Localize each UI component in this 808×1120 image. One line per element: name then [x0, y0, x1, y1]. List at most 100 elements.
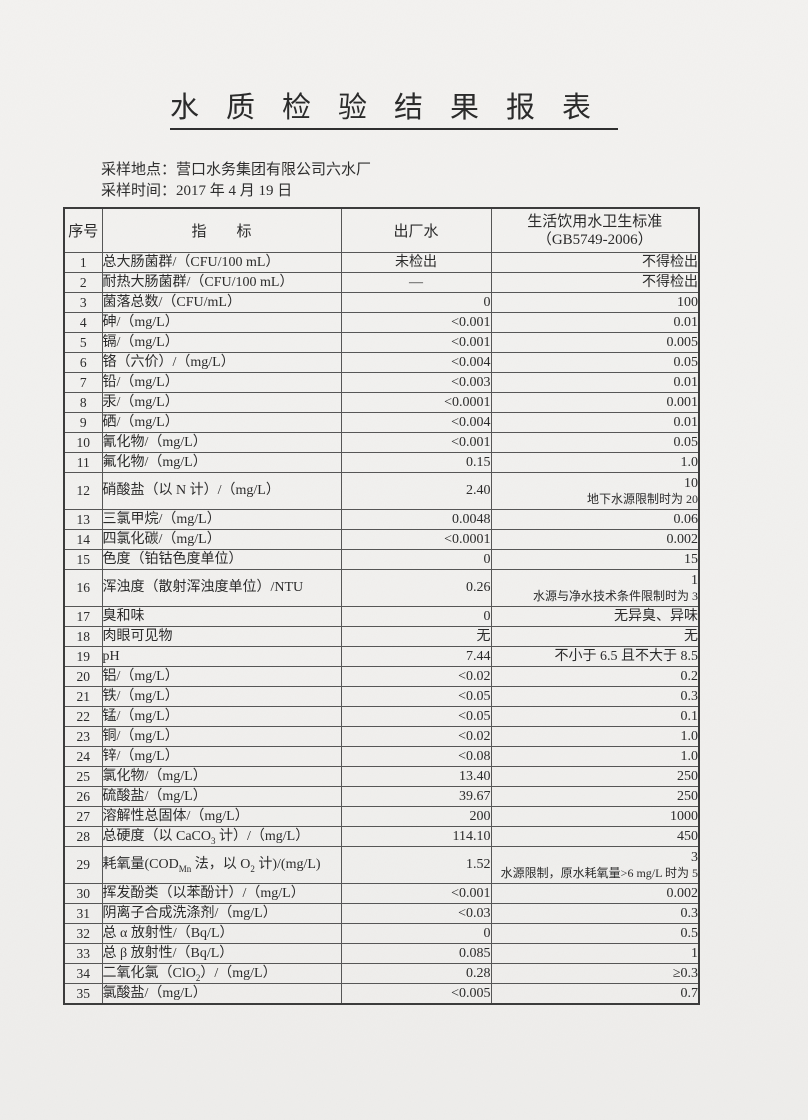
outflow-value-cell: <0.005: [340, 982, 492, 1004]
standard-line1: 10: [684, 475, 698, 491]
standard-cell: 1.0: [490, 745, 700, 767]
row-number-cell: 32: [63, 922, 103, 944]
outflow-value-cell: 0.15: [340, 451, 492, 473]
standard-cell: 0.3: [490, 685, 700, 707]
standard-cell: 0.2: [490, 665, 700, 687]
outflow-value-cell: 0: [340, 291, 492, 313]
indicator-cell: 总 β 放射性/（Bq/L）: [101, 942, 342, 964]
outflow-value-cell: 200: [340, 805, 492, 827]
standard-cell: 0.05: [490, 351, 700, 373]
row-number-cell: 28: [63, 825, 103, 847]
standard-cell: 0.005: [490, 331, 700, 353]
page-title-text: 水质检验结果报表: [169, 92, 618, 130]
indicator-cell: 臭和味: [101, 605, 342, 627]
results-body: 1 总大肠菌群/（CFU/100 mL） 未检出 不得检出 2 耐热大肠菌群/（…: [63, 251, 700, 1004]
row-number-cell: 2: [63, 271, 103, 293]
row-number-cell: 15: [63, 548, 103, 570]
table-row: 25 氯化物/（mg/L） 13.40 250: [63, 765, 700, 787]
standard-cell: 1000: [490, 805, 700, 827]
table-row: 5 镉/（mg/L） <0.001 0.005: [63, 331, 700, 353]
table-row: 26 硫酸盐/（mg/L） 39.67 250: [63, 785, 700, 807]
table-row: 12 硝酸盐（以 N 计）/（mg/L） 2.40 10 地下水源限制时为 20: [63, 471, 700, 510]
outflow-value-cell: <0.003: [340, 371, 492, 393]
indicator-cell: 锰/（mg/L）: [101, 705, 342, 727]
table-row: 30 挥发酚类（以苯酚计）/（mg/L） <0.001 0.002: [63, 882, 700, 904]
indicator-cell: 氯酸盐/（mg/L）: [101, 982, 342, 1004]
outflow-value-cell: 2.40: [340, 471, 492, 510]
table-row: 11 氟化物/（mg/L） 0.15 1.0: [63, 451, 700, 473]
standard-line2: 水源限制，原水耗氧量>6 mg/L 时为 5: [500, 865, 698, 880]
table-row: 9 硒/（mg/L） <0.004 0.01: [63, 411, 700, 433]
standard-line2: 水源与净水技术条件限制时为 3: [532, 588, 698, 603]
row-number-cell: 13: [63, 508, 103, 530]
standard-cell: 无异臭、异味: [490, 605, 700, 627]
standard-cell: 0.01: [490, 311, 700, 333]
indicator-cell: 铜/（mg/L）: [101, 725, 342, 747]
outflow-value-cell: <0.0001: [340, 528, 492, 550]
outflow-value-cell: 0.28: [340, 962, 492, 984]
table-row: 23 铜/（mg/L） <0.02 1.0: [63, 725, 700, 747]
header-standard-line1: 生活饮用水卫生标准: [527, 213, 663, 230]
row-number-cell: 20: [63, 665, 103, 687]
outflow-value-cell: 0.0048: [340, 508, 492, 530]
row-number-cell: 19: [63, 645, 103, 667]
indicator-cell: 阴离子合成洗涤剂/（mg/L）: [101, 902, 342, 924]
indicator-cell: 四氯化碳/（mg/L）: [101, 528, 342, 550]
standard-cell: 450: [490, 825, 700, 847]
standard-cell: 250: [490, 785, 700, 807]
indicator-cell: 硝酸盐（以 N 计）/（mg/L）: [101, 471, 342, 510]
indicator-cell: 砷/（mg/L）: [101, 311, 342, 333]
standard-cell: 0.002: [490, 882, 700, 904]
standard-cell: 无: [490, 625, 700, 647]
outflow-value-cell: <0.0001: [340, 391, 492, 413]
sampling-info: 采样地点：营口水务集团有限公司六水厂 采样时间：2017 年 4 月 19 日: [101, 160, 371, 202]
row-number-cell: 7: [63, 371, 103, 393]
standard-cell: 0.3: [490, 902, 700, 924]
header-no: 序号: [63, 207, 103, 253]
standard-cell: 10 地下水源限制时为 20: [490, 471, 700, 510]
row-number-cell: 21: [63, 685, 103, 707]
standard-cell: 15: [490, 548, 700, 570]
row-number-cell: 11: [63, 451, 103, 473]
table-row: 6 铬（六价）/（mg/L） <0.004 0.05: [63, 351, 700, 373]
outflow-value-cell: <0.05: [340, 685, 492, 707]
table-row: 10 氰化物/（mg/L） <0.001 0.05: [63, 431, 700, 453]
outflow-value-cell: <0.001: [340, 331, 492, 353]
indicator-cell: 耗氧量(CODMn 法，以 O2 计)/(mg/L): [101, 845, 342, 884]
indicator-cell: 氯化物/（mg/L）: [101, 765, 342, 787]
indicator-cell: 溶解性总固体/（mg/L）: [101, 805, 342, 827]
row-number-cell: 27: [63, 805, 103, 827]
outflow-value-cell: <0.08: [340, 745, 492, 767]
outflow-value-cell: 0.26: [340, 568, 492, 607]
table-row: 13 三氯甲烷/（mg/L） 0.0048 0.06: [63, 508, 700, 530]
header-standard: 生活饮用水卫生标准 （GB5749-2006）: [490, 207, 700, 253]
row-number-cell: 18: [63, 625, 103, 647]
header-indicator: 指 标: [101, 207, 342, 253]
standard-cell: 0.5: [490, 922, 700, 944]
row-number-cell: 26: [63, 785, 103, 807]
outflow-value-cell: —: [340, 271, 492, 293]
results-table: 序号 指 标 出厂水 生活饮用水卫生标准 （GB5749-2006） 1 总大肠…: [63, 207, 700, 1005]
page-title: 水质检验结果报表: [63, 84, 698, 130]
standard-cell: 1 水源与净水技术条件限制时为 3: [490, 568, 700, 607]
indicator-cell: 菌落总数/（CFU/mL）: [101, 291, 342, 313]
standard-cell: 1: [490, 942, 700, 964]
indicator-cell: 硫酸盐/（mg/L）: [101, 785, 342, 807]
row-number-cell: 9: [63, 411, 103, 433]
table-row: 22 锰/（mg/L） <0.05 0.1: [63, 705, 700, 727]
standard-cell: 0.7: [490, 982, 700, 1004]
table-row: 20 铝/（mg/L） <0.02 0.2: [63, 665, 700, 687]
table-row: 17 臭和味 0 无异臭、异味: [63, 605, 700, 627]
row-number-cell: 1: [63, 251, 103, 273]
outflow-value-cell: <0.001: [340, 882, 492, 904]
table-row: 4 砷/（mg/L） <0.001 0.01: [63, 311, 700, 333]
table-row: 19 pH 7.44 不小于 6.5 且不大于 8.5: [63, 645, 700, 667]
indicator-cell: 挥发酚类（以苯酚计）/（mg/L）: [101, 882, 342, 904]
header-outflow-water: 出厂水: [340, 207, 492, 253]
outflow-value-cell: 1.52: [340, 845, 492, 884]
row-number-cell: 5: [63, 331, 103, 353]
row-number-cell: 22: [63, 705, 103, 727]
indicator-cell: 氰化物/（mg/L）: [101, 431, 342, 453]
row-number-cell: 16: [63, 568, 103, 607]
outflow-value-cell: <0.03: [340, 902, 492, 924]
